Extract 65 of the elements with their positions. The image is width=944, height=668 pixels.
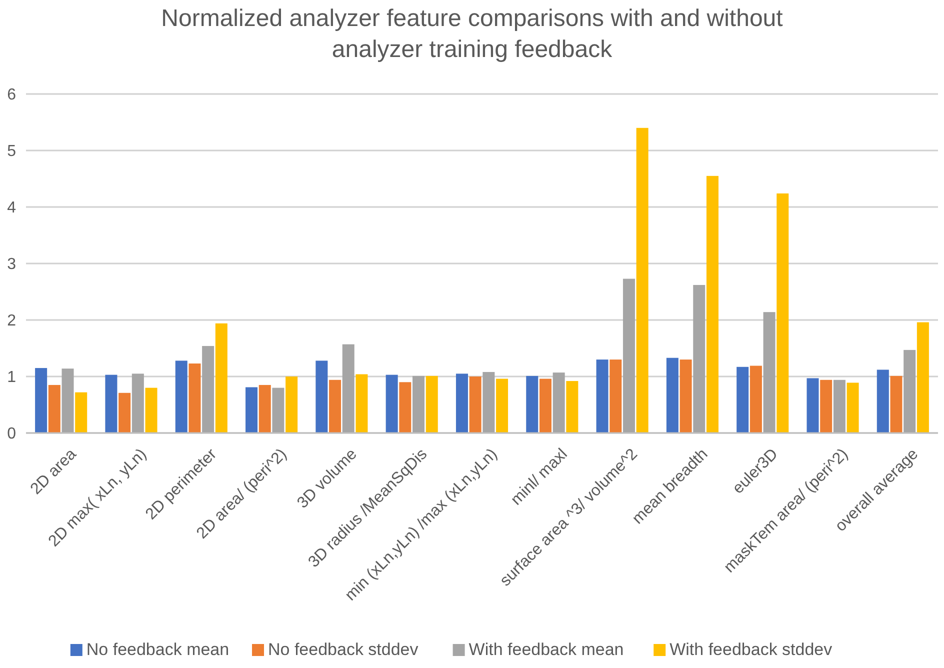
y-tick-label: 0 xyxy=(7,426,16,443)
bar xyxy=(706,176,718,433)
bar xyxy=(399,382,412,433)
bar xyxy=(329,380,342,433)
bar xyxy=(456,374,468,433)
bar xyxy=(763,312,776,433)
bar xyxy=(342,344,354,433)
bar xyxy=(526,376,538,433)
bar xyxy=(776,193,789,433)
legend-label: With feedback mean xyxy=(468,640,624,659)
bar xyxy=(636,128,648,433)
bar xyxy=(316,360,328,433)
bar xyxy=(904,350,916,433)
legend-label: With feedback stddev xyxy=(670,640,833,659)
bar xyxy=(552,372,565,433)
legend-label: No feedback stddev xyxy=(268,640,419,659)
bar xyxy=(469,376,482,433)
bar xyxy=(105,374,118,433)
y-tick-label: 5 xyxy=(7,143,16,160)
bar xyxy=(356,374,368,433)
bar xyxy=(539,378,552,433)
bar xyxy=(890,376,902,433)
bar xyxy=(680,360,692,433)
bar xyxy=(833,380,846,433)
bar xyxy=(258,384,271,433)
legend-label: No feedback mean xyxy=(86,640,230,659)
bar xyxy=(132,374,144,433)
bar xyxy=(286,376,298,433)
bar xyxy=(386,374,398,433)
bar xyxy=(610,360,622,433)
bar xyxy=(820,380,832,433)
bar xyxy=(482,372,495,433)
bar xyxy=(62,368,74,433)
bar xyxy=(75,392,88,433)
chart-title: Normalized analyzer feature comparisons with and without analyzer training feedback xyxy=(161,5,784,63)
bar xyxy=(412,376,425,433)
x-tick-label: 2D area xyxy=(28,446,80,498)
y-tick-label: 3 xyxy=(7,256,16,274)
bar xyxy=(215,323,228,433)
bar xyxy=(48,384,60,433)
bar xyxy=(750,366,762,433)
bar xyxy=(272,388,284,433)
bar xyxy=(175,360,188,433)
y-tick-label: 1 xyxy=(7,369,16,386)
bar xyxy=(188,364,201,433)
bar xyxy=(876,370,889,433)
y-tick-label: 2 xyxy=(7,312,16,330)
bar xyxy=(145,388,158,433)
bar xyxy=(846,382,859,433)
y-tick-label: 6 xyxy=(7,86,16,104)
bar xyxy=(916,322,929,433)
bar xyxy=(693,284,706,433)
bar xyxy=(596,360,608,433)
y-tick-label: 4 xyxy=(7,200,16,217)
bar xyxy=(118,392,131,433)
bar xyxy=(806,378,819,433)
bar xyxy=(622,278,635,433)
bar xyxy=(666,358,678,433)
bar xyxy=(35,368,48,433)
bar xyxy=(202,346,214,433)
bar xyxy=(496,378,508,433)
bar xyxy=(426,376,438,433)
bar xyxy=(736,366,749,433)
bar xyxy=(566,381,578,433)
bar xyxy=(246,387,258,433)
